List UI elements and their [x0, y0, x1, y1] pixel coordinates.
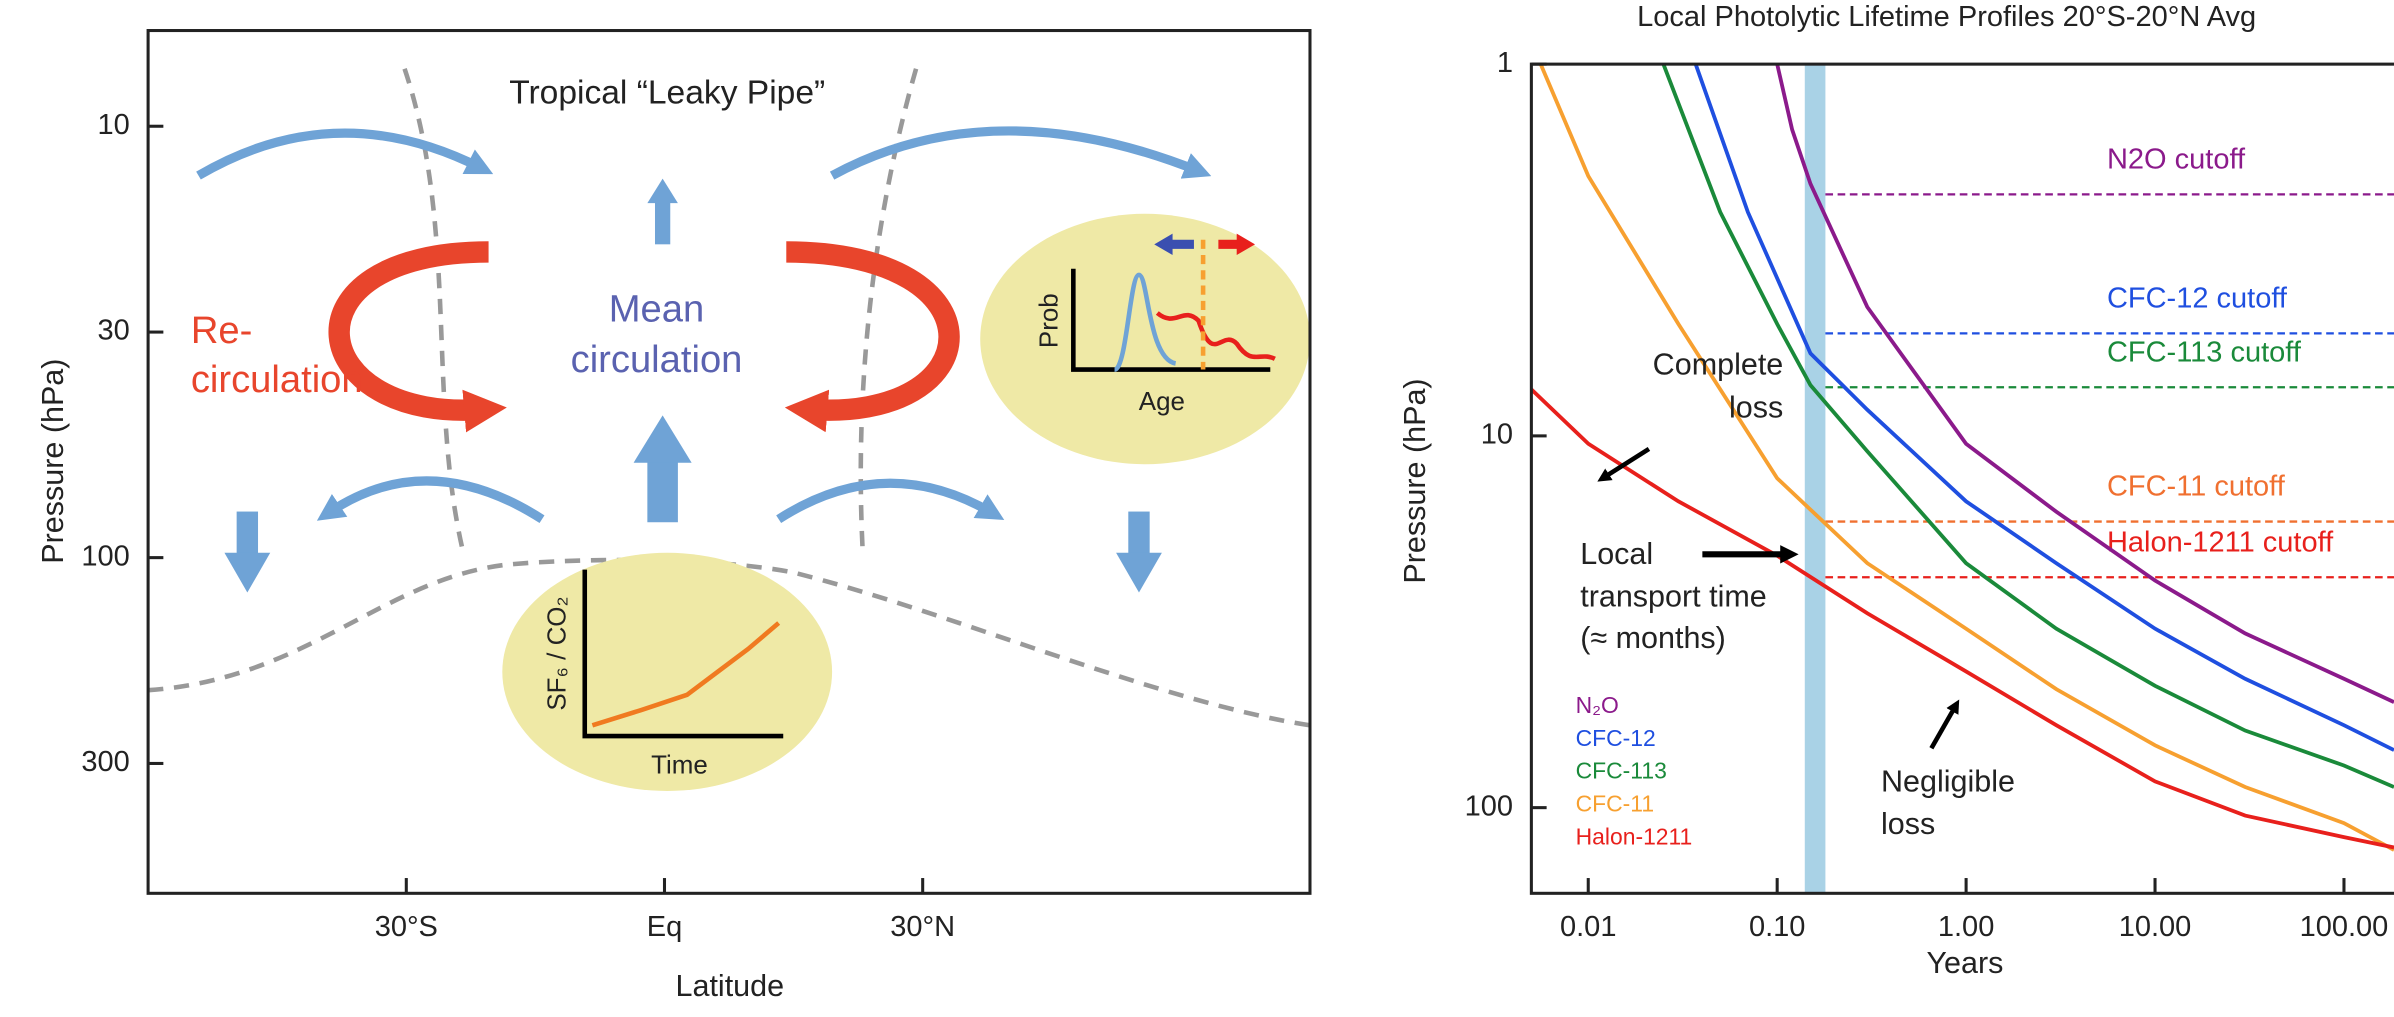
- cutoff-label: CFC-11 cutoff: [2107, 471, 2286, 503]
- arrow: [1603, 449, 1649, 478]
- inset-ylabel: SF₆ / CO₂: [544, 596, 572, 710]
- transport-band: [1805, 64, 1826, 893]
- legend-entry: CFC-113: [1576, 758, 1667, 784]
- x-tick-label: 30°N: [890, 911, 955, 943]
- inset-xlabel: Age: [1139, 388, 1185, 416]
- x-tick-label: 100.00: [2300, 911, 2389, 943]
- x-axis-label: Latitude: [676, 969, 785, 1003]
- recirculation-label: circulation: [191, 358, 363, 401]
- x-tick-label: 30°S: [375, 911, 438, 943]
- x-axis-label: Years: [1927, 946, 2004, 980]
- cutoff-label: Halon-1211 cutoff: [2107, 526, 2334, 558]
- y-tick-label: 10: [1481, 419, 1513, 451]
- annotation: Negligible: [1881, 764, 2015, 798]
- cutoff-label: N2O cutoff: [2107, 143, 2246, 175]
- y-tick-label: 100: [81, 540, 129, 572]
- mean-circulation-label: circulation: [571, 338, 743, 381]
- legend-entry: CFC-11: [1576, 791, 1654, 817]
- annotation: Complete: [1653, 348, 1784, 382]
- series-line: [1663, 64, 2394, 787]
- annotation: (≈ months): [1580, 621, 1726, 655]
- annotation: loss: [1881, 807, 1935, 841]
- diagram-title: Tropical “Leaky Pipe”: [509, 75, 825, 112]
- y-tick-label: 30: [98, 315, 130, 347]
- series-line: [1696, 64, 2394, 750]
- arrow: [1931, 705, 1955, 748]
- x-tick-label: 0.01: [1560, 911, 1616, 943]
- annotation: transport time: [1580, 580, 1767, 614]
- x-tick-label: 0.10: [1749, 911, 1805, 943]
- y-tick-label: 10: [98, 109, 130, 141]
- x-tick-label: 1.00: [1938, 911, 1994, 943]
- y-tick-label: 300: [81, 746, 129, 778]
- mean-circulation-label: Mean: [609, 288, 704, 331]
- y-tick-label: 1: [1497, 47, 1513, 79]
- x-tick-label: Eq: [647, 911, 682, 943]
- series-line: [1777, 64, 2394, 702]
- annotation: Local: [1580, 537, 1653, 571]
- cutoff-label: CFC-12 cutoff: [2107, 282, 2288, 314]
- chart-title: Local Photolytic Lifetime Profiles 20°S-…: [1637, 1, 2256, 33]
- recirculation-label: Re-: [191, 309, 252, 352]
- inset-ylabel: Prob: [1035, 293, 1063, 348]
- annotation: loss: [1729, 390, 1783, 424]
- x-tick-label: 10.00: [2119, 911, 2192, 943]
- legend-entry: Halon-1211: [1576, 823, 1693, 849]
- inset-xlabel: Time: [651, 751, 708, 779]
- y-tick-label: 100: [1465, 790, 1513, 822]
- cutoff-label: CFC-113 cutoff: [2107, 336, 2302, 368]
- legend-entry: CFC-12: [1576, 725, 1656, 751]
- page: {"chart_data":[ {"type":"diagram","title…: [0, 0, 2394, 1017]
- y-axis-label: Pressure (hPa): [36, 359, 70, 564]
- y-axis-label: Pressure (hPa): [1398, 378, 1432, 583]
- legend-entry: N₂O: [1576, 692, 1619, 718]
- diagram-shapes: [148, 69, 1310, 791]
- series-line: [1541, 64, 2394, 850]
- figure: Tropical “Leaky Pipe” Re- circulation Me…: [0, 0, 2394, 1017]
